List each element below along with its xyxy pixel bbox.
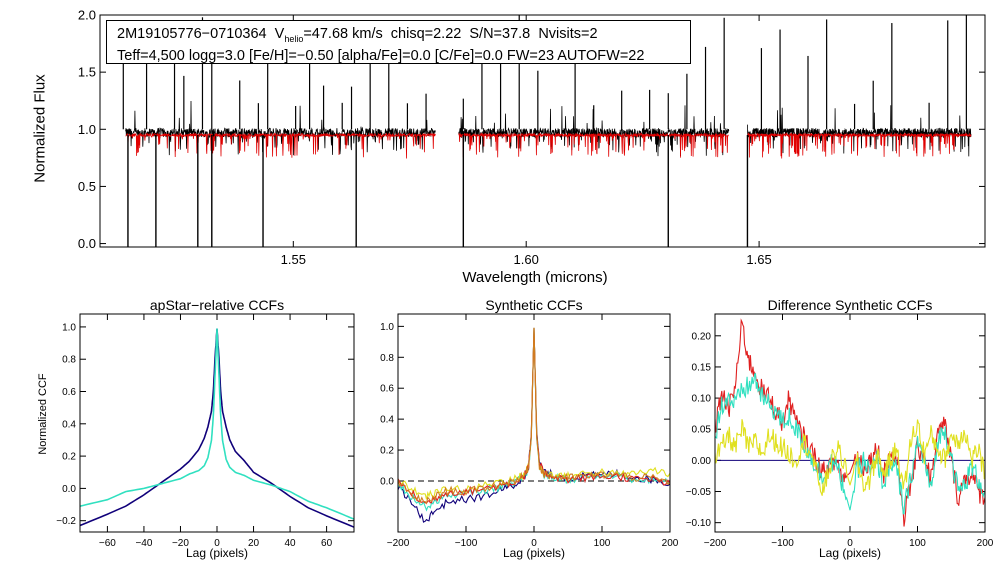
y-tick-label: 0.0 (380, 476, 394, 487)
ccf-lines (80, 328, 354, 528)
x-tick-label: 60 (321, 538, 333, 549)
ccf-lines (715, 318, 985, 527)
x-tick-label: −200 (387, 538, 410, 549)
y-tick-label: 0.10 (692, 394, 712, 405)
y-tick-label: 0.15 (692, 362, 712, 373)
apstar-ccf-y-label: Normalized CCF (37, 373, 49, 455)
y-tick-label: 0.4 (380, 415, 394, 426)
apstar-ccf-plot: −60 −40 −20 0 20 40 60 −0.2 0.0 0.2 0.4 0.6 0.8 1.0 (56, 313, 355, 549)
synthetic-model-chip-3 (747, 132, 972, 159)
difference-ccf-x-label: Lag (pixels) (818, 546, 882, 560)
y-tick-label: 1.0 (380, 322, 394, 333)
y-tick-label: 0.0 (62, 484, 76, 495)
spectrum-lines (122, 15, 972, 247)
x-tick-label: 1.55 (281, 252, 306, 267)
sn-value: S/N=37.8 (469, 26, 531, 42)
ccf-series-model-3 (398, 327, 670, 500)
difference-ccf-title: Difference Synthetic CCFs (767, 297, 933, 313)
vhelio-symbol: V (274, 26, 285, 42)
nvisits-value: Nvisits=2 (538, 26, 598, 42)
ccf-series-visit-1 (80, 328, 354, 528)
x-tick-label: 200 (977, 538, 994, 549)
y-tick-label: 2.0 (78, 8, 96, 23)
y-tick-label: 0.5 (78, 179, 96, 194)
spectrum-x-label: Wavelength (microns) (462, 269, 608, 286)
observed-spectrum-chip-2 (458, 105, 730, 157)
x-tick-label: −100 (455, 538, 478, 549)
y-tick-label: −0.2 (56, 516, 76, 527)
synthetic-ccf-title: Synthetic CCFs (485, 297, 583, 313)
x-tick-label: 200 (662, 538, 679, 549)
x-tick-label: 1.65 (746, 252, 771, 267)
y-tick-label: 0.4 (62, 419, 76, 430)
x-tick-label: −100 (771, 538, 794, 549)
x-tick-label: 0 (214, 538, 220, 549)
x-tick-label: 0 (531, 538, 537, 549)
y-tick-label: 0.05 (692, 425, 712, 436)
chisq-value: chisq=2.22 (390, 26, 462, 42)
y-tick-label: 0.0 (78, 236, 96, 251)
x-tick-label: −40 (135, 538, 152, 549)
difference-ccf-plot: −200 −100 0 100 200 −0.10 −0.05 0.00 0.05 0.10 0.1… (686, 313, 994, 549)
plot-frame (79, 313, 355, 533)
x-tick-label: 40 (285, 538, 297, 549)
synthetic-model-chip-1 (125, 132, 436, 159)
y-tick-label: 0.8 (62, 355, 76, 366)
y-tick-label: 0.2 (380, 446, 394, 457)
y-tick-label: 1.0 (78, 122, 96, 137)
plot-frame (397, 313, 671, 533)
plot-frame (99, 14, 986, 248)
y-tick-label: −0.10 (686, 518, 712, 529)
y-tick-label: 1.5 (78, 65, 96, 80)
x-tick-label: 1.60 (514, 252, 539, 267)
x-tick-label: 20 (248, 538, 260, 549)
apstar-ccf-title: apStar−relative CCFs (149, 297, 285, 313)
spectrum-plot: 1.55 1.60 1.65 0.0 0.5 1.0 1.5 2.0 (78, 8, 986, 267)
info-line-1: 2M19105776−0710364 Vhelio=47.68 km/s chi… (117, 26, 690, 48)
ccf-series-diff-2 (715, 373, 985, 515)
y-tick-label: 1.0 (62, 322, 76, 333)
x-tick-label: 100 (909, 538, 926, 549)
ccf-series-model-4 (398, 327, 670, 504)
x-tick-label: −20 (172, 538, 189, 549)
ccf-series-diff-3 (715, 419, 985, 496)
ccf-series-diff-1 (715, 318, 985, 527)
y-tick-label: 0.20 (692, 331, 712, 342)
spectrum-y-label: Normalized Flux (31, 74, 49, 183)
synthetic-model-chip-2 (458, 132, 729, 158)
y-tick-label: −0.05 (686, 487, 712, 498)
ccf-series-visit-2 (80, 328, 354, 520)
y-tick-label: 0.2 (62, 452, 76, 463)
x-tick-label: −200 (704, 538, 727, 549)
x-tick-label: 0 (847, 538, 853, 549)
vhelio-value: =47.68 km/s (303, 26, 383, 42)
plot-frame (714, 313, 986, 533)
apstar-ccf-x-label: Lag (pixels) (185, 546, 249, 560)
y-tick-label: 0.00 (692, 456, 712, 467)
synthetic-ccf-x-label: Lag (pixels) (502, 546, 566, 560)
star-id: 2M19105776−0710364 (117, 26, 267, 42)
spectrum-info-box: 2M19105776−0710364 Vhelio=47.68 km/s chi… (106, 20, 691, 64)
y-tick-label: 0.6 (62, 387, 76, 398)
synthetic-ccf-plot: −200 −100 0 100 200 0.0 0.2 0.4 0.6 0.8 1.0 (380, 313, 679, 549)
y-tick-label: 0.8 (380, 353, 394, 364)
vhelio-subscript: helio (284, 33, 304, 44)
x-tick-label: −60 (99, 538, 116, 549)
x-tick-label: 100 (594, 538, 611, 549)
ccf-lines (398, 327, 670, 523)
ccf-series-model-5 (398, 327, 670, 505)
y-tick-label: 0.6 (380, 384, 394, 395)
info-line-2: Teff=4,500 logg=3.0 [Fe/H]=−0.50 [alpha/… (117, 47, 645, 64)
ccf-series-model-2 (398, 327, 670, 512)
